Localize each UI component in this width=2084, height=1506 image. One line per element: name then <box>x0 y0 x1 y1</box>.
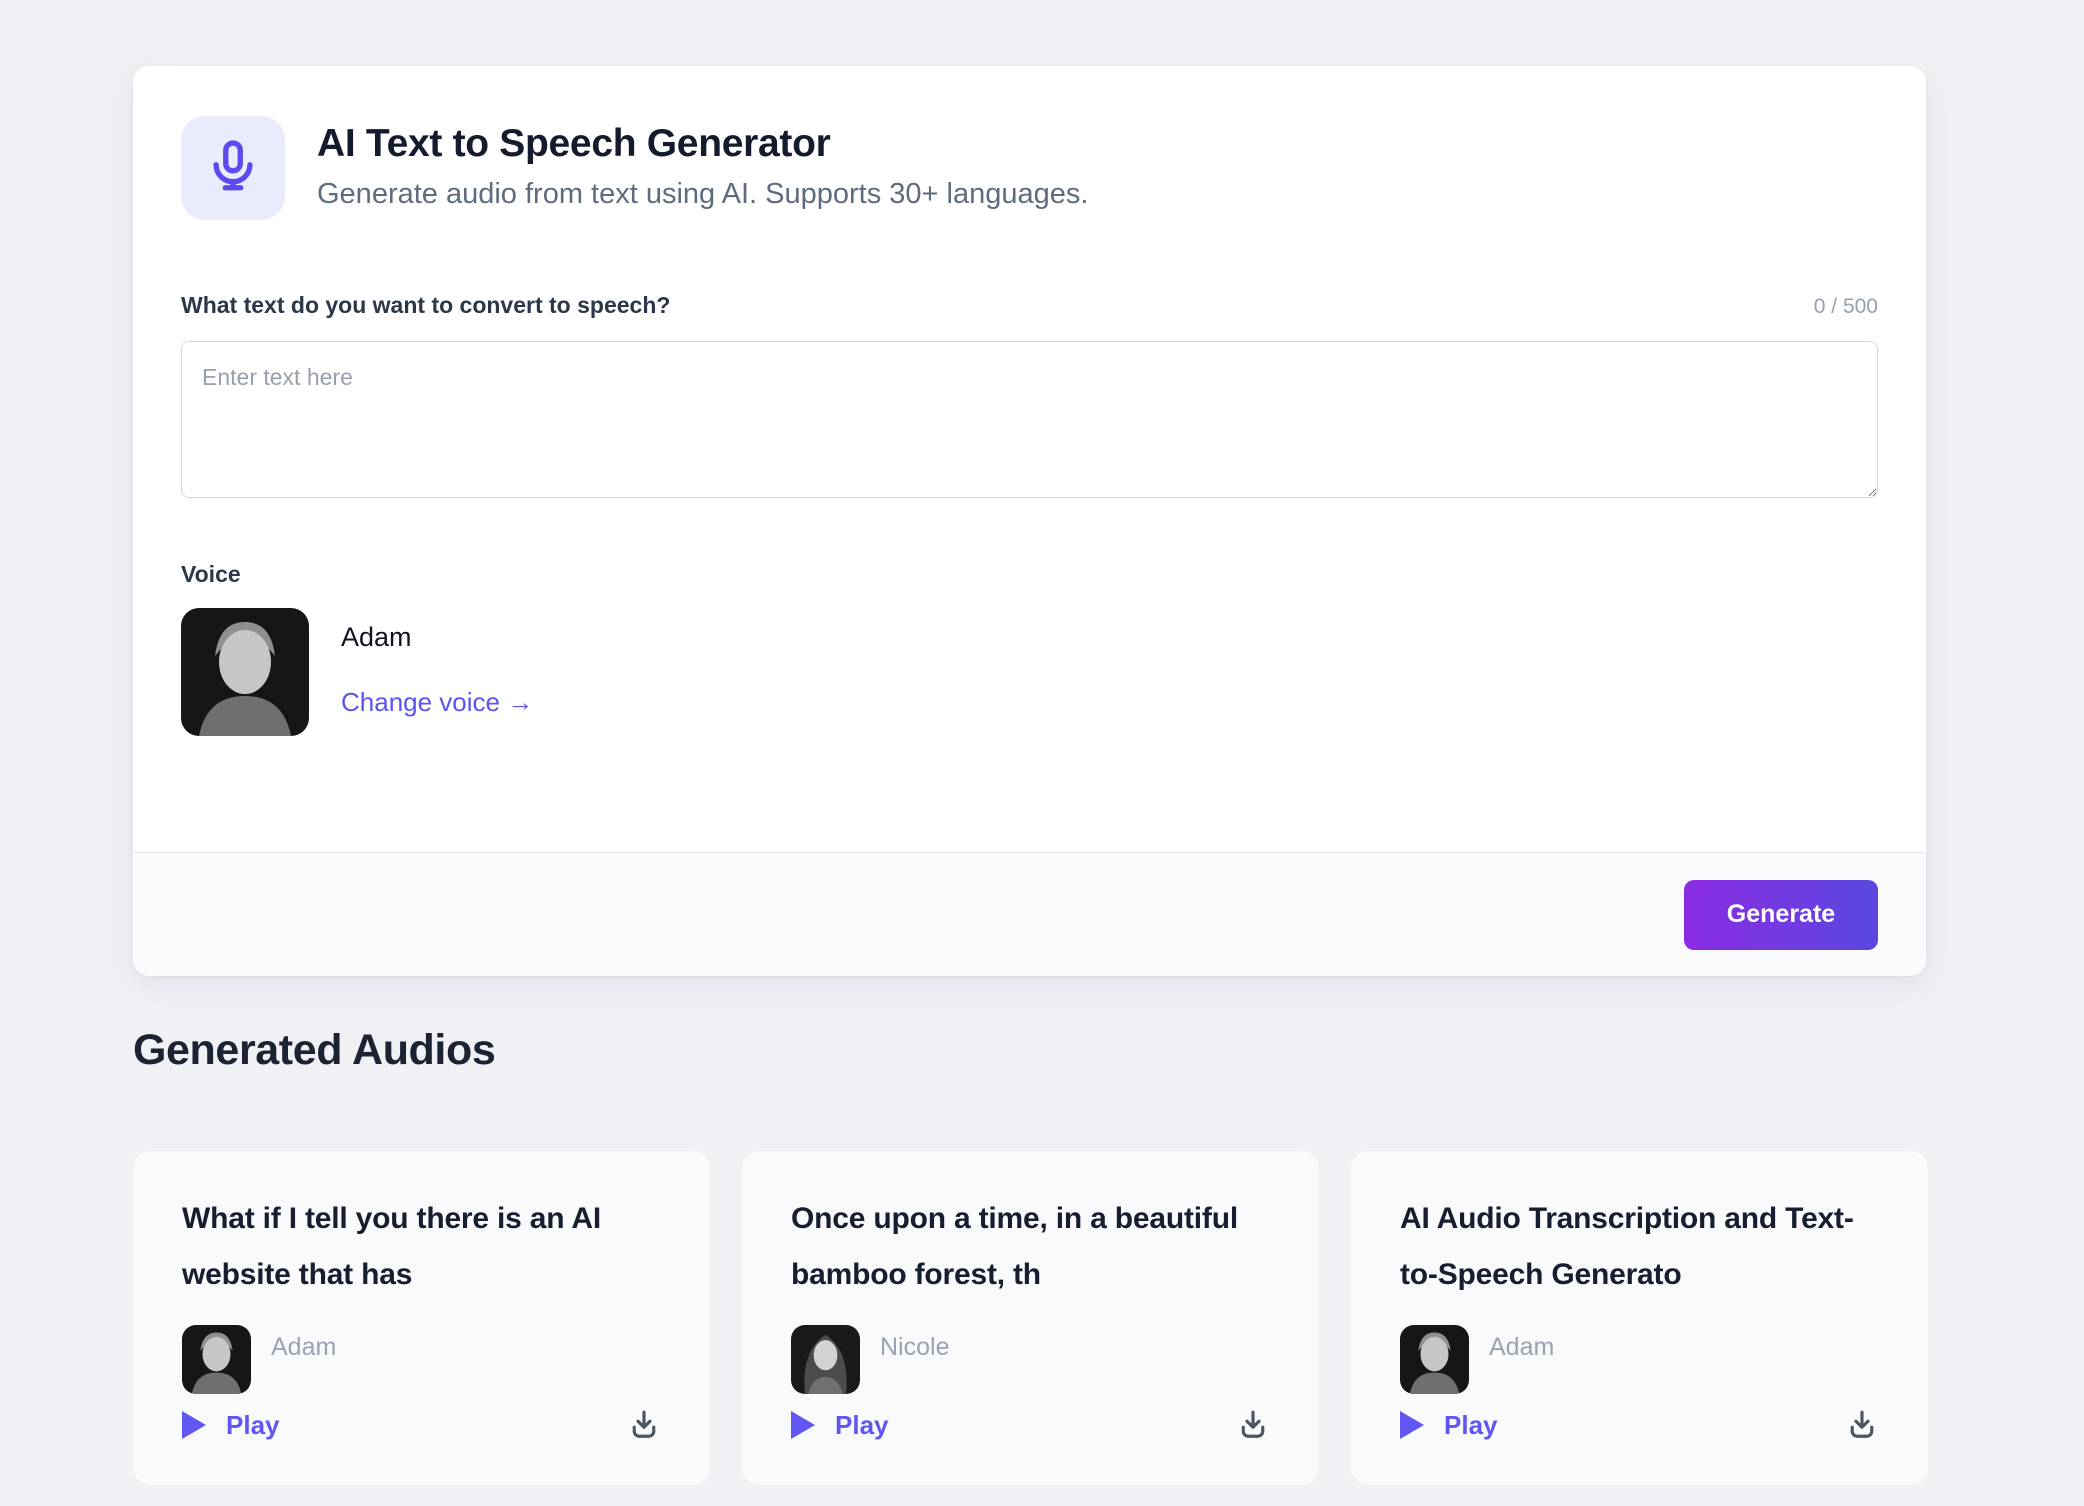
download-icon <box>1844 1410 1880 1446</box>
audio-title: What if I tell you there is an AI websit… <box>182 1202 602 1291</box>
change-voice-link[interactable]: Change voice → <box>341 687 534 717</box>
audio-title: Once upon a time, in a beautiful bamboo … <box>791 1202 1238 1291</box>
page-title: AI Text to Speech Generator <box>317 122 831 165</box>
audio-card: Once upon a time, in a beautiful bamboo … <box>742 1151 1319 1485</box>
download-button[interactable] <box>1235 1407 1271 1443</box>
play-button[interactable]: Play <box>182 1410 280 1441</box>
generate-button[interactable]: Generate <box>1684 879 1878 950</box>
microphone-icon <box>204 137 262 200</box>
play-button[interactable]: Play <box>791 1410 889 1441</box>
play-button[interactable]: Play <box>1400 1410 1498 1441</box>
generated-audios-heading: Generated Audios <box>133 1026 496 1074</box>
char-counter: 0 / 500 <box>1813 295 1878 318</box>
tts-text-input[interactable] <box>181 341 1878 498</box>
download-button[interactable] <box>1844 1407 1880 1443</box>
selected-voice-name: Adam <box>341 622 412 652</box>
audio-title: AI Audio Transcription and Text-to-Speec… <box>1400 1202 1854 1291</box>
play-icon <box>791 1411 815 1439</box>
adam-avatar-image <box>1400 1325 1469 1394</box>
text-field-label: What text do you want to convert to spee… <box>181 292 671 318</box>
voice-section-label: Voice <box>181 561 241 587</box>
audio-voice-name: Nicole <box>880 1333 950 1361</box>
adam-avatar-image <box>182 1325 251 1394</box>
audio-card: What if I tell you there is an AI websit… <box>133 1151 710 1485</box>
download-icon <box>1235 1410 1271 1446</box>
download-button[interactable] <box>626 1407 662 1443</box>
play-icon <box>1400 1411 1424 1439</box>
generated-audios-list: What if I tell you there is an AI websit… <box>133 1151 1928 1485</box>
audio-voice-name: Adam <box>1489 1333 1555 1361</box>
nicole-avatar-image <box>791 1325 860 1394</box>
download-icon <box>626 1410 662 1446</box>
microphone-icon-badge <box>181 116 285 220</box>
generator-header: AI Text to Speech Generator Generate aud… <box>181 116 1878 220</box>
adam-avatar-image <box>181 608 309 736</box>
play-icon <box>182 1411 206 1439</box>
page-subtitle: Generate audio from text using AI. Suppo… <box>317 178 1089 210</box>
voice-selector: Adam Change voice → <box>181 608 1878 852</box>
tts-generator-card: AI Text to Speech Generator Generate aud… <box>133 66 1926 976</box>
generator-footer: Generate <box>133 852 1926 976</box>
audio-card: AI Audio Transcription and Text-to-Speec… <box>1351 1151 1928 1485</box>
audio-voice-name: Adam <box>271 1333 337 1361</box>
